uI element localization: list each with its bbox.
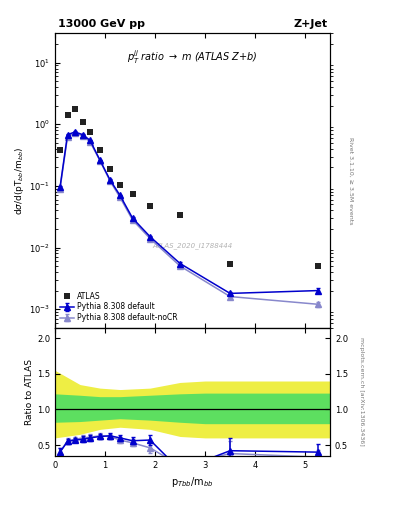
ATLAS (315, 263, 320, 269)
Legend: ATLAS, Pythia 8.308 default, Pythia 8.308 default-noCR: ATLAS, Pythia 8.308 default, Pythia 8.30… (59, 290, 179, 324)
ATLAS (65, 112, 70, 118)
ATLAS (228, 261, 232, 267)
ATLAS (108, 166, 112, 173)
Text: Z+Jet: Z+Jet (293, 19, 327, 29)
Y-axis label: Rivet 3.1.10, ≥ 3.5M events: Rivet 3.1.10, ≥ 3.5M events (349, 137, 354, 224)
X-axis label: p$_{Tbb}$/m$_{bb}$: p$_{Tbb}$/m$_{bb}$ (171, 475, 214, 489)
ATLAS (98, 147, 103, 153)
ATLAS (58, 147, 62, 153)
ATLAS (130, 190, 135, 197)
Y-axis label: mcplots.cern.ch [arXiv:1306.3436]: mcplots.cern.ch [arXiv:1306.3436] (359, 337, 364, 446)
Line: ATLAS: ATLAS (57, 106, 321, 269)
ATLAS (80, 119, 85, 125)
Text: p$_T^{jj}$ ratio $\rightarrow$ m (ATLAS Z+b): p$_T^{jj}$ ratio $\rightarrow$ m (ATLAS … (127, 48, 258, 66)
Text: ATLAS_2020_I1788444: ATLAS_2020_I1788444 (152, 242, 233, 249)
ATLAS (73, 106, 77, 113)
ATLAS (178, 211, 182, 218)
Y-axis label: d$\sigma$/d(pT$_{bb}$/m$_{bb}$): d$\sigma$/d(pT$_{bb}$/m$_{bb}$) (13, 146, 26, 215)
Text: 13000 GeV pp: 13000 GeV pp (58, 19, 145, 29)
Y-axis label: Ratio to ATLAS: Ratio to ATLAS (25, 359, 34, 424)
ATLAS (88, 129, 92, 135)
ATLAS (148, 203, 152, 209)
ATLAS (118, 182, 122, 188)
